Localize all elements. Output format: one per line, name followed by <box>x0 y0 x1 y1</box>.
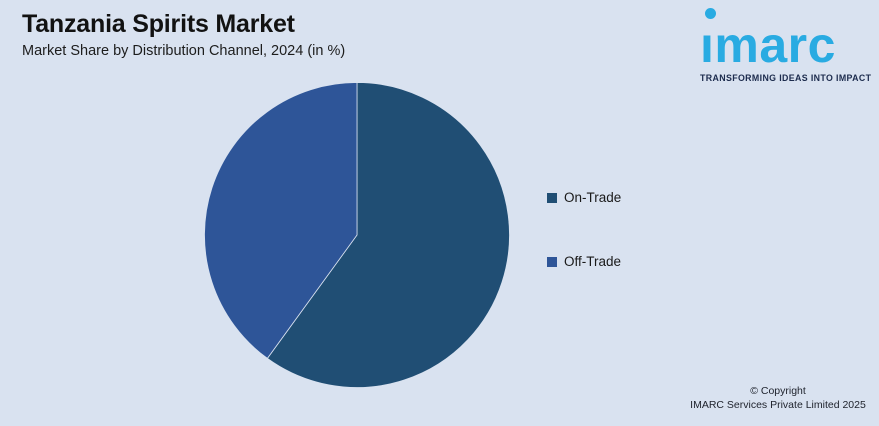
imarc-tagline: TRANSFORMING IDEAS INTO IMPACT <box>700 73 872 83</box>
pie-slice-on-trade <box>266 82 510 388</box>
legend-item-on-trade: On-Trade <box>547 190 621 205</box>
pie-chart-container <box>204 82 510 388</box>
legend-label: On-Trade <box>564 190 622 205</box>
legend-item-off-trade: Off-Trade <box>547 254 621 269</box>
copyright-line1: © Copyright <box>750 385 806 397</box>
imarc-logo-dot-icon <box>705 8 716 19</box>
imarc-brand-text: ımarc <box>700 17 836 73</box>
chart-title: Tanzania Spirits Market <box>22 10 295 38</box>
legend-swatch-icon <box>547 192 557 203</box>
copyright-line2: IMARC Services Private Limited 2025 <box>690 398 866 411</box>
pie-chart <box>204 82 510 388</box>
chart-subtitle: Market Share by Distribution Channel, 20… <box>22 43 346 59</box>
pie-slice-off-trade <box>204 82 358 359</box>
legend: On-Trade Off-Trade <box>547 190 621 269</box>
imarc-logo: ımarc TRANSFORMING IDEAS INTO IMPACT <box>700 6 876 83</box>
legend-label: Off-Trade <box>564 254 622 269</box>
copyright: © Copyright IMARC Services Private Limit… <box>687 385 869 412</box>
legend-swatch-icon <box>547 256 557 267</box>
